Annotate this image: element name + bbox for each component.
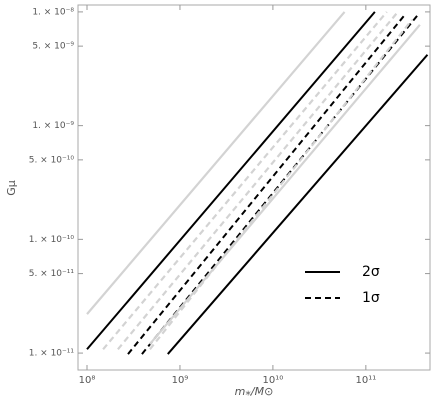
series-line	[149, 19, 413, 350]
legend-label: 1σ	[362, 290, 380, 306]
y-tick-label: 1. × 10⁻¹¹	[29, 349, 75, 359]
legend-label: 2σ	[362, 264, 380, 280]
plot-frame	[77, 4, 431, 371]
y-tick-label: 1. × 10⁻⁸	[32, 7, 74, 17]
series-line	[117, 11, 399, 350]
y-tick-label: 5. × 10⁻⁹	[32, 42, 74, 52]
x-tick-label: 10¹¹	[355, 375, 376, 386]
y-tick-label: 5. × 10⁻¹¹	[29, 269, 75, 279]
x-axis-label: m⁎/M⊙	[235, 385, 274, 398]
series-line	[86, 11, 346, 315]
x-tick-label: 10¹⁰	[263, 375, 284, 386]
series-line	[86, 11, 376, 350]
series-line	[127, 14, 406, 355]
series-line	[167, 54, 429, 355]
x-tick-label: 10⁹	[172, 375, 189, 386]
y-tick-label: 5. × 10⁻¹⁰	[29, 155, 75, 165]
series-line	[102, 11, 388, 350]
y-axis-label: Gμ	[5, 180, 18, 196]
y-tick-label: 1. × 10⁻¹⁰	[29, 235, 75, 245]
series-line	[149, 24, 421, 345]
x-tick-label: 10⁸	[79, 375, 96, 386]
y-tick-label: 1. × 10⁻⁹	[32, 121, 74, 131]
